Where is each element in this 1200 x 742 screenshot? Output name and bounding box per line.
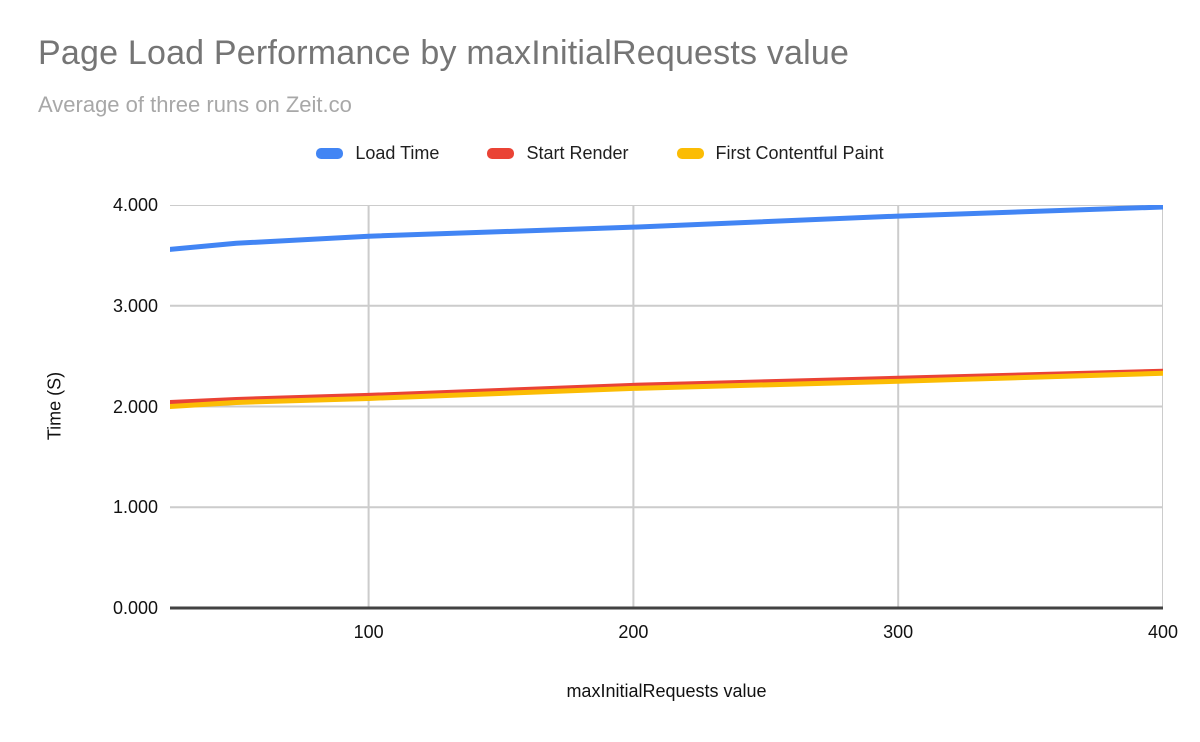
- legend-label: First Contentful Paint: [715, 143, 884, 163]
- chart-subtitle: Average of three runs on Zeit.co: [38, 92, 352, 117]
- y-tick-label: 3.000: [112, 295, 158, 316]
- legend-item-first-contentful-paint: First Contentful Paint: [676, 143, 884, 164]
- y-tick-label: 0.000: [112, 598, 158, 618]
- chart-title: Page Load Performance by maxInitialReque…: [38, 34, 850, 72]
- y-axis-title: Time (S): [44, 371, 65, 441]
- legend-swatch-start-render: [487, 148, 515, 159]
- y-tick-label: 1.000: [112, 497, 158, 518]
- series-line-start-render: [170, 368, 1163, 405]
- series-line-first-contentful-paint: [170, 370, 1163, 409]
- legend-label: Load Time: [355, 143, 440, 163]
- y-tick-label: 2.000: [112, 396, 158, 417]
- x-tick-label: 200: [618, 622, 649, 642]
- y-tick-label: 4.000: [112, 195, 158, 215]
- legend-item-start-render: Start Render: [487, 143, 629, 164]
- plot-area: [170, 205, 1163, 610]
- legend-swatch-first-contentful-paint: [676, 148, 704, 159]
- series-line-load-time: [170, 205, 1163, 252]
- legend-item-load-time: Load Time: [316, 143, 439, 164]
- x-tick-label: 300: [883, 622, 914, 642]
- legend-swatch-load-time: [316, 148, 344, 159]
- legend: Load Time Start Render First Contentful Pa…: [0, 143, 1200, 164]
- x-axis-title: maxInitialRequests value: [566, 681, 767, 701]
- legend-label: Start Render: [526, 143, 629, 163]
- x-tick-label: 400: [1147, 622, 1179, 642]
- x-tick-label: 100: [353, 622, 384, 642]
